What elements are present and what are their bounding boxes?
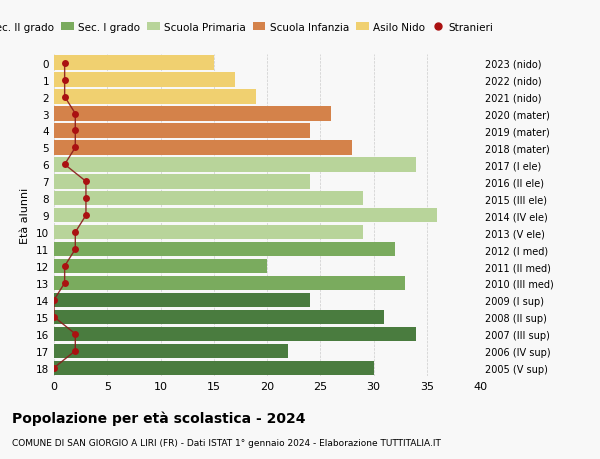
Point bbox=[81, 212, 91, 219]
Point bbox=[71, 229, 80, 236]
Bar bbox=[54, 124, 310, 138]
Point bbox=[71, 128, 80, 135]
Text: Popolazione per età scolastica - 2024: Popolazione per età scolastica - 2024 bbox=[12, 411, 305, 425]
Point bbox=[71, 111, 80, 118]
Bar bbox=[54, 192, 363, 206]
Point bbox=[60, 161, 70, 168]
Bar bbox=[54, 141, 352, 155]
Bar bbox=[54, 310, 384, 325]
Point bbox=[60, 94, 70, 101]
Point bbox=[71, 246, 80, 253]
Point bbox=[81, 178, 91, 185]
Bar bbox=[54, 56, 214, 71]
Point bbox=[71, 145, 80, 152]
Point bbox=[60, 60, 70, 67]
Y-axis label: Età alunni: Età alunni bbox=[20, 188, 31, 244]
Point bbox=[49, 297, 59, 304]
Point bbox=[71, 330, 80, 338]
Bar bbox=[54, 242, 395, 257]
Point bbox=[60, 77, 70, 84]
Bar bbox=[54, 361, 373, 375]
Point bbox=[49, 364, 59, 372]
Point bbox=[71, 347, 80, 355]
Point bbox=[49, 313, 59, 321]
Text: COMUNE DI SAN GIORGIO A LIRI (FR) - Dati ISTAT 1° gennaio 2024 - Elaborazione TU: COMUNE DI SAN GIORGIO A LIRI (FR) - Dati… bbox=[12, 438, 441, 448]
Legend: Sec. II grado, Sec. I grado, Scuola Primaria, Scuola Infanzia, Asilo Nido, Stran: Sec. II grado, Sec. I grado, Scuola Prim… bbox=[0, 18, 498, 37]
Bar bbox=[54, 259, 267, 274]
Bar bbox=[54, 175, 310, 189]
Point bbox=[60, 280, 70, 287]
Bar bbox=[54, 293, 310, 308]
Bar bbox=[54, 276, 406, 291]
Bar bbox=[54, 225, 363, 240]
Point bbox=[81, 195, 91, 202]
Bar bbox=[54, 90, 256, 105]
Point bbox=[60, 263, 70, 270]
Bar bbox=[54, 107, 331, 122]
Bar bbox=[54, 344, 289, 358]
Bar bbox=[54, 73, 235, 88]
Bar bbox=[54, 158, 416, 172]
Bar bbox=[54, 208, 437, 223]
Bar bbox=[54, 327, 416, 341]
